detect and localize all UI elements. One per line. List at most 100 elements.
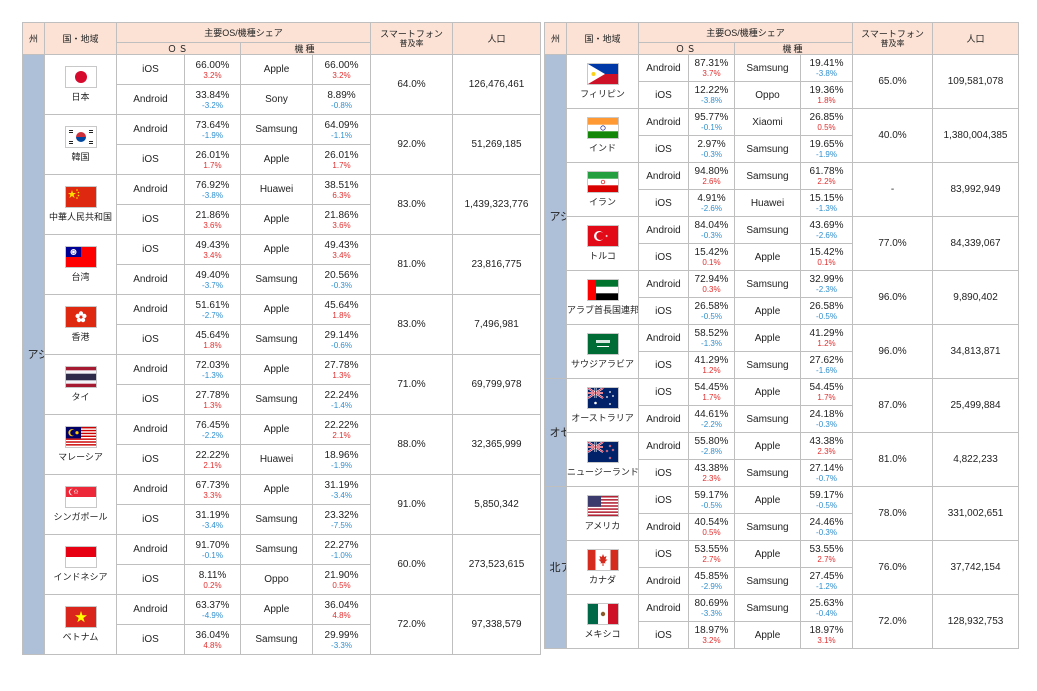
country-name: 中華人民共和国 xyxy=(48,212,112,222)
table-row: カナダ iOS 53.55% 2.7% Apple 53.55% 2.7% 76.0% 37,7… xyxy=(545,540,1020,595)
model-share-value: 43.69% xyxy=(809,220,844,231)
population: 23,816,775 xyxy=(452,234,542,295)
model-share-change: 0.5% xyxy=(817,123,836,132)
model-share: 18.96% -1.9% xyxy=(311,444,372,475)
model-share-change: 1.7% xyxy=(817,393,836,402)
os-name: Android xyxy=(116,414,185,445)
model-name: Samsung xyxy=(240,324,313,355)
country-name: 韓国 xyxy=(71,152,90,162)
os-share-change: 3.7% xyxy=(702,69,721,78)
model-share: 15.15% -1.3% xyxy=(799,189,854,217)
population: 1,380,004,385 xyxy=(932,108,1020,163)
os-share-value: 18.97% xyxy=(694,625,729,636)
model-share-change: -0.3% xyxy=(816,420,837,429)
header-share: 主要OS/機種シェア xyxy=(637,22,854,43)
model-share-change: 2.7% xyxy=(817,555,836,564)
os-share-change: -2.7% xyxy=(202,310,223,320)
model-share-change: -1.6% xyxy=(816,366,837,375)
os-share: 72.94% 0.3% xyxy=(688,270,735,298)
model-share: 27.62% -1.6% xyxy=(799,351,854,379)
population: 25,499,884 xyxy=(932,378,1020,433)
model-share-value: 21.86% xyxy=(324,209,359,221)
model-share: 21.90% 0.5% xyxy=(311,564,372,595)
model-name: Samsung xyxy=(734,135,801,163)
os-share: 76.45% -2.2% xyxy=(184,414,241,445)
table-row: タイ Android 72.03% -1.3% Apple 27.78% 1.3% 71.0%… xyxy=(23,354,542,415)
os-share: 43.38% 2.3% xyxy=(688,459,735,487)
os-name: Android xyxy=(638,324,689,352)
os-share-value: 91.70% xyxy=(195,539,230,551)
os-name: iOS xyxy=(638,135,689,163)
os-share-change: 1.2% xyxy=(702,366,721,375)
os-share: 36.04% 4.8% xyxy=(184,624,241,655)
os-share-change: 3.2% xyxy=(203,70,222,80)
model-share-change: -0.5% xyxy=(816,501,837,510)
model-share-change: -1.4% xyxy=(331,400,352,410)
country-name: アラブ首長国連邦 xyxy=(567,305,639,315)
header-population: 人口 xyxy=(932,22,1020,55)
model-share-change: 2.1% xyxy=(332,430,351,440)
model-share: 29.99% -3.3% xyxy=(311,624,372,655)
table-row: Android 49.40% -3.7% Samsung 20.56% -0.3% xyxy=(23,264,541,295)
model-name: Xiaomi xyxy=(734,108,801,136)
header-country: 国・地域 xyxy=(566,22,639,55)
country-name: 香港 xyxy=(71,332,90,342)
flag-jp-icon xyxy=(64,66,97,88)
os-share-value: 76.45% xyxy=(195,419,230,431)
model-share-value: 24.18% xyxy=(809,409,844,420)
os-share: 67.73% 3.3% xyxy=(184,474,241,505)
country-name: メキシコ xyxy=(584,629,621,639)
model-share-value: 43.38% xyxy=(809,436,844,447)
smartphone-rate: 72.0% xyxy=(370,594,454,655)
smartphone-rate: 71.0% xyxy=(370,354,454,415)
model-share-change: -3.8% xyxy=(816,69,837,78)
os-name: Android xyxy=(116,174,185,205)
model-share-value: 38.51% xyxy=(324,179,359,191)
smartphone-rate: 83.0% xyxy=(370,174,454,235)
model-share: 45.64% 1.8% xyxy=(311,294,372,325)
right-share-table: 州 国・地域 主要OS/機種シェア スマートフォン 普及率 人口 ＯＳ 機種 ア… xyxy=(544,22,1020,649)
os-share-change: 1.8% xyxy=(203,340,222,350)
os-name: Android xyxy=(116,264,185,295)
country-cell: マレーシア xyxy=(44,414,117,475)
os-name: iOS xyxy=(116,564,185,595)
header-smartphone-line2: 普及率 xyxy=(880,38,905,48)
model-share-value: 15.15% xyxy=(809,193,844,204)
model-name: Oppo xyxy=(734,81,801,109)
country-name: イラン xyxy=(588,197,616,207)
model-name: Apple xyxy=(240,414,313,445)
os-share-change: 0.2% xyxy=(203,580,222,590)
model-share: 15.42% 0.1% xyxy=(799,243,854,271)
country-cell: オーストラリア xyxy=(566,378,639,433)
model-share: 38.51% 6.3% xyxy=(311,174,372,205)
os-share: 76.92% -3.8% xyxy=(184,174,241,205)
model-share: 66.00% 3.2% xyxy=(311,54,372,85)
os-share-change: 4.8% xyxy=(203,640,222,650)
region-asia: アジア xyxy=(544,54,567,379)
header-os: ＯＳ xyxy=(638,42,735,55)
os-share-value: 41.29% xyxy=(694,355,729,366)
model-share-change: -1.2% xyxy=(816,582,837,591)
os-name: Android xyxy=(116,534,185,565)
os-share-value: 80.69% xyxy=(694,598,729,609)
os-share-change: -2.2% xyxy=(202,430,223,440)
model-name: Samsung xyxy=(734,594,801,622)
os-share-change: -0.5% xyxy=(701,312,722,321)
flag-sg-icon xyxy=(64,486,97,508)
os-share: 51.61% -2.7% xyxy=(184,294,241,325)
table-row: イラン Android 94.80% 2.6% Samsung 61.78% 2.2% -83… xyxy=(545,162,1020,217)
table-row: iOS 4.91% -2.6% Huawei 15.15% -1.3% xyxy=(545,189,1019,217)
model-share-value: 8.89% xyxy=(327,89,356,101)
model-share: 19.36% 1.8% xyxy=(799,81,854,109)
table-row: アジア日本iOS66.00%3.2%Apple66.00%3.2%64.0%12… xyxy=(22,54,542,655)
os-name: Android xyxy=(116,84,185,115)
model-name: Samsung xyxy=(734,567,801,595)
model-name: Samsung xyxy=(734,162,801,190)
model-name: Apple xyxy=(240,234,313,265)
population: 51,269,185 xyxy=(452,114,542,175)
model-share-change: -0.5% xyxy=(816,312,837,321)
os-share-value: 87.31% xyxy=(694,58,729,69)
model-share-change: -7.5% xyxy=(331,520,352,530)
os-share-change: 1.3% xyxy=(203,400,222,410)
os-share-change: 2.3% xyxy=(702,474,721,483)
